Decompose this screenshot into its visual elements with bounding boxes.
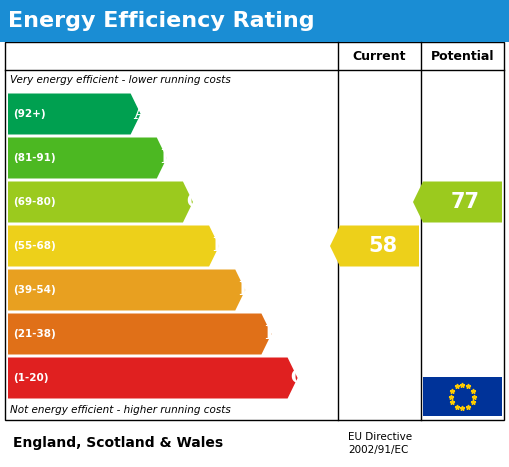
Text: Energy Efficiency Rating: Energy Efficiency Rating — [8, 11, 315, 31]
Text: D: D — [212, 237, 228, 255]
Text: 58: 58 — [368, 236, 397, 256]
Polygon shape — [8, 358, 298, 398]
Text: 2002/91/EC: 2002/91/EC — [348, 445, 408, 454]
Polygon shape — [8, 313, 271, 354]
Text: (55-68): (55-68) — [13, 241, 56, 251]
Text: F: F — [264, 325, 277, 343]
Polygon shape — [330, 226, 419, 267]
Text: Potential: Potential — [431, 50, 494, 63]
Text: A: A — [134, 105, 148, 123]
Polygon shape — [8, 93, 140, 134]
Text: Current: Current — [353, 50, 406, 63]
Text: (39-54): (39-54) — [13, 285, 56, 295]
Text: E: E — [238, 281, 252, 299]
Text: C: C — [186, 193, 201, 211]
Text: G: G — [291, 369, 306, 387]
Polygon shape — [8, 182, 193, 222]
Text: Not energy efficient - higher running costs: Not energy efficient - higher running co… — [10, 405, 231, 415]
Text: 77: 77 — [451, 192, 480, 212]
Bar — [423, 377, 502, 416]
Text: Very energy efficient - lower running costs: Very energy efficient - lower running co… — [10, 75, 231, 85]
Text: England, Scotland & Wales: England, Scotland & Wales — [13, 437, 223, 451]
Text: (92+): (92+) — [13, 109, 46, 119]
Polygon shape — [413, 182, 502, 222]
Text: (21-38): (21-38) — [13, 329, 56, 339]
Polygon shape — [8, 269, 245, 311]
Polygon shape — [8, 226, 219, 267]
Text: B: B — [160, 149, 175, 167]
Bar — [0, 0, 509, 42]
Text: (69-80): (69-80) — [13, 197, 55, 207]
Polygon shape — [8, 137, 167, 178]
Text: (81-91): (81-91) — [13, 153, 55, 163]
Text: (1-20): (1-20) — [13, 373, 48, 383]
Text: EU Directive: EU Directive — [348, 432, 412, 443]
Bar — [5, 42, 504, 420]
